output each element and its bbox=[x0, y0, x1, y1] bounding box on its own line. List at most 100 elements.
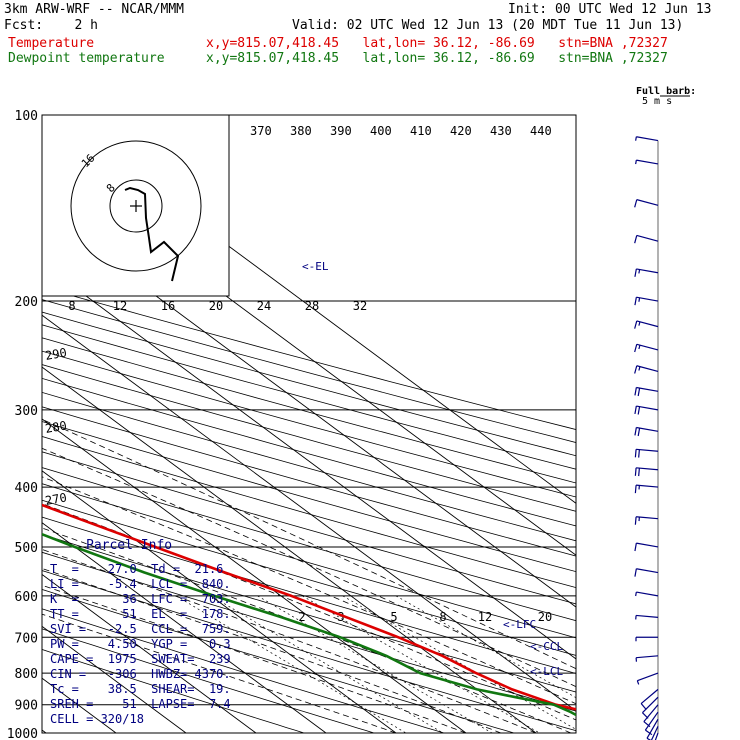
wind-barb-flag bbox=[634, 467, 637, 476]
isobars bbox=[41, 114, 577, 734]
wind-axis-tick: 32 bbox=[353, 299, 367, 313]
theta-e-label: 430 bbox=[490, 124, 512, 138]
theta-e-label: 380 bbox=[290, 124, 312, 138]
wind-barb-flag bbox=[643, 721, 651, 728]
parcel-row: K = 36 LFC = 703. bbox=[50, 592, 231, 606]
dry-adiabat bbox=[42, 570, 576, 732]
wind-barb-staff bbox=[636, 568, 659, 574]
pressure-label: 100 bbox=[15, 109, 38, 124]
wind-axis-tick: 12 bbox=[113, 299, 127, 313]
moist-adiabat bbox=[42, 476, 576, 705]
wind-barb bbox=[636, 672, 659, 685]
wind-barb-flag bbox=[634, 516, 637, 525]
parcel-row: T = 27.0 Td = 21.6 bbox=[50, 562, 224, 576]
wind-barb-staff bbox=[636, 467, 659, 471]
wind-barb bbox=[634, 516, 659, 525]
pressure-label: 700 bbox=[15, 631, 38, 646]
wind-barbs bbox=[634, 136, 659, 740]
wind-barb-flag bbox=[634, 320, 638, 329]
wind-barb bbox=[654, 732, 659, 740]
wind-barb bbox=[634, 484, 659, 494]
wind-barb-flag bbox=[637, 427, 641, 437]
dry-adiabat bbox=[42, 350, 576, 498]
dry-adiabat bbox=[42, 311, 576, 457]
theta-e-label: 410 bbox=[410, 124, 432, 138]
theta-e-label: 370 bbox=[250, 124, 272, 138]
pressure-label: 500 bbox=[15, 541, 38, 556]
pressure-label: 800 bbox=[15, 667, 38, 682]
hodograph-ring bbox=[70, 140, 202, 272]
wind-barb bbox=[635, 655, 659, 662]
wind-barb bbox=[634, 568, 659, 577]
dry-adiabat bbox=[42, 286, 576, 430]
level-marker: <-LFC bbox=[503, 618, 536, 631]
wind-barb bbox=[640, 688, 659, 711]
wind-barb bbox=[635, 591, 659, 597]
temperature-legend: Temperature bbox=[8, 36, 95, 51]
isotherm bbox=[42, 418, 467, 733]
wind-barb-flag bbox=[634, 235, 638, 244]
dewpoint-profile bbox=[42, 532, 576, 717]
dry-adiabat-label: 290 bbox=[44, 345, 68, 363]
wind-barb-staff bbox=[654, 732, 659, 740]
wind-barb-flag bbox=[638, 297, 641, 302]
wind-barb-flag bbox=[636, 680, 640, 685]
theta-e-label: 390 bbox=[330, 124, 352, 138]
wind-barb-staff bbox=[636, 268, 659, 274]
wind-barb-flag bbox=[634, 427, 637, 436]
wind-barb-flag bbox=[634, 297, 637, 306]
wind-barb bbox=[646, 718, 659, 740]
moist-adiabat bbox=[42, 527, 572, 733]
wind-barb-flag bbox=[634, 449, 637, 458]
wind-barb-staff bbox=[646, 718, 659, 739]
mixing-ratio-line bbox=[395, 595, 576, 699]
wind-barb bbox=[634, 448, 659, 458]
wind-barb-flag bbox=[635, 136, 637, 141]
forecast-hour: Fcst: 2 h bbox=[4, 18, 98, 33]
parcel-info-title: Parcel Info bbox=[86, 538, 173, 553]
dewpoint-location: x,y=815.07,418.45 lat,lon= 36.12, -86.69… bbox=[206, 51, 668, 66]
wind-barb-staff bbox=[650, 725, 659, 740]
wind-barb bbox=[634, 296, 659, 306]
wind-barb-staff bbox=[640, 688, 659, 704]
wind-barb-staff bbox=[636, 591, 659, 597]
pressure-label: 200 bbox=[15, 295, 38, 310]
wind-barb-flag bbox=[634, 405, 637, 415]
wind-barb-flag bbox=[635, 591, 637, 597]
wind-barb-flag bbox=[634, 268, 637, 277]
wind-barb-flag bbox=[634, 365, 638, 374]
wind-barb-staff bbox=[636, 343, 659, 351]
mixing-ratio-line bbox=[211, 595, 444, 733]
wind-barb-staff bbox=[636, 542, 659, 548]
wind-barb bbox=[634, 268, 659, 277]
wind-barb-flag bbox=[634, 387, 637, 396]
parcel-row: CIN = -306 HWBZ= 4370. bbox=[50, 667, 231, 681]
moist-adiabat bbox=[42, 613, 397, 733]
parcel-row: CELL = 320/18 bbox=[50, 712, 144, 726]
theta-e-label: 420 bbox=[450, 124, 472, 138]
isotherm bbox=[42, 573, 257, 733]
mixing-ratio-label: 3 bbox=[337, 610, 344, 624]
parcel-row: LI = -5.4 LCL = 840. bbox=[50, 577, 231, 591]
dry-adiabat bbox=[42, 551, 576, 712]
dry-adiabat bbox=[42, 299, 576, 443]
wind-barb-staff bbox=[636, 655, 659, 659]
wind-barb-flag bbox=[634, 344, 638, 353]
wind-barb bbox=[634, 386, 659, 397]
pressure-label: 600 bbox=[15, 590, 38, 605]
wind-barb-staff bbox=[637, 672, 659, 682]
wind-barb-flag bbox=[646, 737, 652, 740]
level-marker: <-EL bbox=[302, 260, 329, 273]
chart-header: 3km ARW-WRF -- NCAR/MMM Init: 00 UTC Wed… bbox=[0, 0, 740, 70]
mixing-ratio-line bbox=[302, 595, 540, 733]
init-time: Init: 00 UTC Wed 12 Jun 13 bbox=[508, 2, 712, 17]
level-marker: <-CCL bbox=[530, 640, 563, 653]
profiles bbox=[42, 503, 576, 717]
wind-barb bbox=[634, 365, 659, 374]
wind-barb bbox=[634, 542, 659, 552]
theta-e-label: 400 bbox=[370, 124, 392, 138]
wind-barb bbox=[642, 696, 659, 719]
wind-barb-flag bbox=[645, 729, 653, 736]
pressure-label: 900 bbox=[15, 699, 38, 714]
